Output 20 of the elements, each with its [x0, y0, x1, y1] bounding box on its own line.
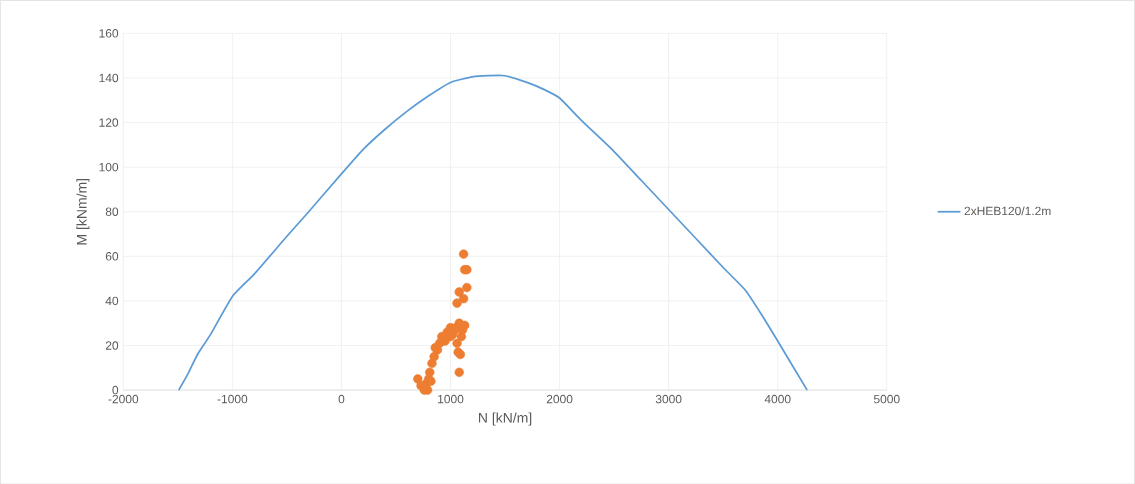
- x-tick-label: 4000: [764, 394, 791, 404]
- y-tick-label: 120: [99, 118, 119, 127]
- y-tick-label: 80: [105, 207, 119, 216]
- legend-label: 2xHEB120/1.2m: [964, 206, 1051, 215]
- y-tick-label: 20: [105, 341, 119, 350]
- y-tick-label: 40: [105, 296, 119, 305]
- x-axis-title: N [kN/m]: [478, 412, 532, 426]
- x-tick-label: -2000: [108, 394, 139, 404]
- y-tick-label: 100: [99, 162, 119, 172]
- x-tick-label: 5000: [873, 394, 900, 404]
- x-tick-label: 2000: [546, 394, 573, 404]
- x-tick-label: 1000: [438, 394, 464, 404]
- x-tick-label: 0: [338, 394, 345, 404]
- y-tick-label: 140: [99, 73, 119, 82]
- y-tick-label: 0: [112, 385, 119, 395]
- y-axis-title: M [kNm/m]: [76, 178, 90, 245]
- y-tick-label: 60: [105, 251, 119, 261]
- x-tick-label: -1000: [217, 394, 248, 404]
- y-tick-label: 160: [99, 28, 119, 38]
- x-tick-label: 3000: [655, 394, 682, 404]
